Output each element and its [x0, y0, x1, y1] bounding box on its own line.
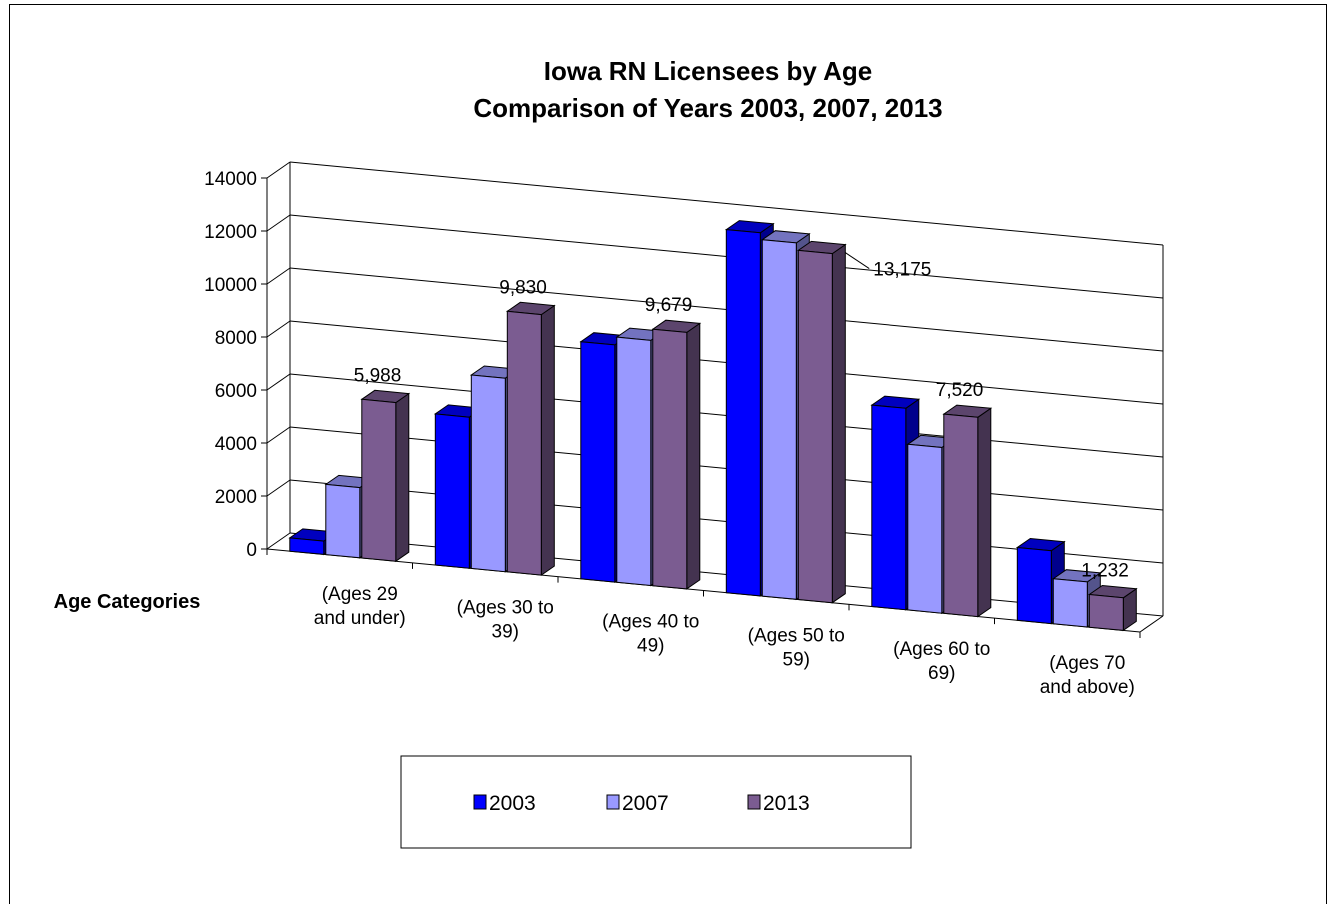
bar	[761, 239, 797, 600]
data-label: 7,520	[936, 380, 984, 401]
bar-side	[686, 322, 701, 590]
gridline	[289, 161, 1164, 246]
bar	[871, 404, 907, 611]
data-label: 13,175	[873, 260, 931, 281]
data-label: 5,988	[354, 365, 402, 386]
x-tick-label: (Ages 50 to	[748, 625, 845, 646]
side-gridline	[266, 161, 291, 179]
bar	[361, 398, 397, 562]
bar	[289, 537, 325, 555]
y-tick-label: 12000	[204, 222, 257, 243]
bar	[434, 413, 470, 569]
chart-frame	[9, 4, 1327, 904]
legend-label: 2003	[489, 792, 536, 815]
bar	[506, 310, 542, 576]
bar-side	[977, 407, 992, 618]
data-label: 9,830	[499, 277, 547, 298]
x-tick-label: and under)	[314, 608, 406, 629]
y-tick-label: 14000	[204, 169, 257, 190]
chart-subtitle: Comparison of Years 2003, 2007, 2013	[473, 93, 942, 123]
bar	[1052, 578, 1088, 628]
bar	[725, 229, 761, 597]
legend-swatch	[473, 794, 487, 810]
y-tick-label: 4000	[215, 434, 257, 455]
legend-label: 2013	[763, 792, 810, 815]
bar-side	[831, 243, 846, 604]
x-tick-label: (Ages 30 to	[457, 598, 554, 619]
side-gridline	[266, 532, 291, 550]
x-tick-label: and above)	[1040, 677, 1135, 698]
bar	[943, 413, 979, 618]
x-tick-label: 69)	[928, 663, 955, 684]
legend-label: 2007	[622, 792, 669, 815]
data-label-leader	[844, 252, 870, 270]
y-tick-label: 10000	[204, 275, 257, 296]
x-tick-label: 49)	[637, 635, 664, 656]
bar	[652, 328, 688, 590]
side-gridline	[266, 426, 291, 444]
y-tick-label: 6000	[215, 381, 257, 402]
x-tick-label: (Ages 29	[322, 584, 398, 605]
y-tick-label: 0	[246, 540, 257, 561]
bar	[1016, 546, 1052, 625]
bar-side	[540, 304, 555, 577]
side-gridline	[266, 267, 291, 285]
bar	[797, 249, 833, 604]
bar	[1088, 593, 1124, 631]
legend: 2003 2007 2013	[400, 755, 912, 849]
side-gridline	[266, 320, 291, 338]
floor-right-edge	[1139, 615, 1164, 633]
side-gridline	[266, 214, 291, 232]
bar	[325, 483, 361, 559]
bar	[616, 336, 652, 587]
x-tick-label: 59)	[783, 649, 810, 670]
plot-area: 0 2000 4000 6000 8000 10000 12000 14000 5,988 9,8…	[204, 161, 1164, 698]
side-gridline	[266, 373, 291, 391]
bar	[580, 341, 616, 583]
y-tick-label: 8000	[215, 328, 257, 349]
bar	[470, 374, 506, 573]
legend-swatch	[747, 794, 761, 810]
legend-swatch	[606, 794, 620, 810]
data-label: 9,679	[645, 295, 693, 316]
x-tick-label: (Ages 40 to	[602, 611, 699, 632]
chart-title: Iowa RN Licensees by Age	[544, 56, 872, 86]
x-axis-title: Age Categories	[54, 591, 201, 613]
bar	[907, 443, 943, 614]
side-gridline	[266, 479, 291, 497]
y-tick-label: 2000	[215, 487, 257, 508]
bar-side	[395, 392, 410, 563]
data-label: 1,232	[1081, 561, 1129, 582]
x-tick-label: 39)	[492, 622, 519, 643]
x-tick-label: (Ages 70	[1049, 653, 1125, 674]
x-tick-label: (Ages 60 to	[893, 639, 990, 660]
